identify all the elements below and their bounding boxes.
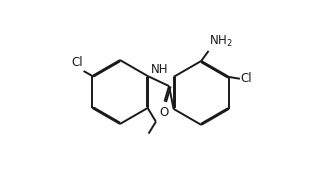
Text: NH$_2$: NH$_2$: [210, 34, 233, 49]
Text: Cl: Cl: [241, 72, 252, 85]
Text: NH: NH: [151, 63, 168, 77]
Text: O: O: [159, 106, 168, 119]
Text: Cl: Cl: [71, 56, 83, 69]
